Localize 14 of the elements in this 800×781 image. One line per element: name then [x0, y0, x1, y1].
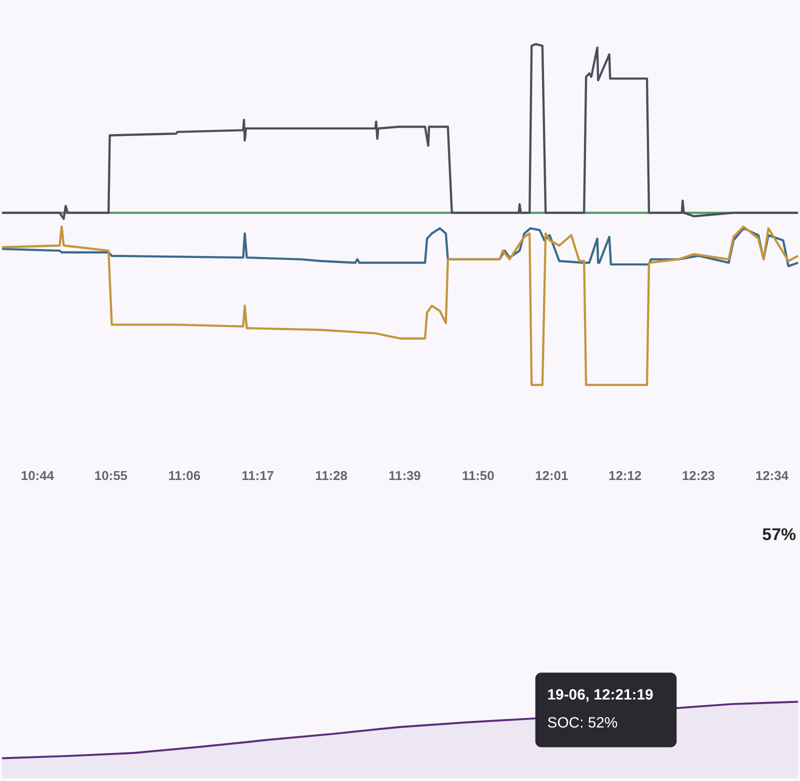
- text: 57%: [762, 525, 796, 544]
- x-tick-label: 12:23: [682, 468, 716, 484]
- x-tick-label: 11:50: [462, 468, 494, 484]
- x-tick-label: 11:39: [388, 468, 421, 484]
- x-tick-label: 12:12: [608, 468, 642, 484]
- x-tick-label: 12:34: [755, 468, 790, 484]
- x-tick-label: 10:55: [94, 468, 128, 484]
- annotation: SOC: 52%: [547, 714, 618, 732]
- x-tick-label: 11:06: [168, 468, 201, 484]
- x-tick-label: 12:01: [535, 468, 568, 484]
- x-tick-label: 11:17: [242, 468, 274, 484]
- x-tick-label: 11:28: [315, 468, 348, 484]
- x-tick-label: 10:44: [20, 468, 55, 484]
- annotation: 19-06, 12:21:19: [547, 686, 654, 704]
